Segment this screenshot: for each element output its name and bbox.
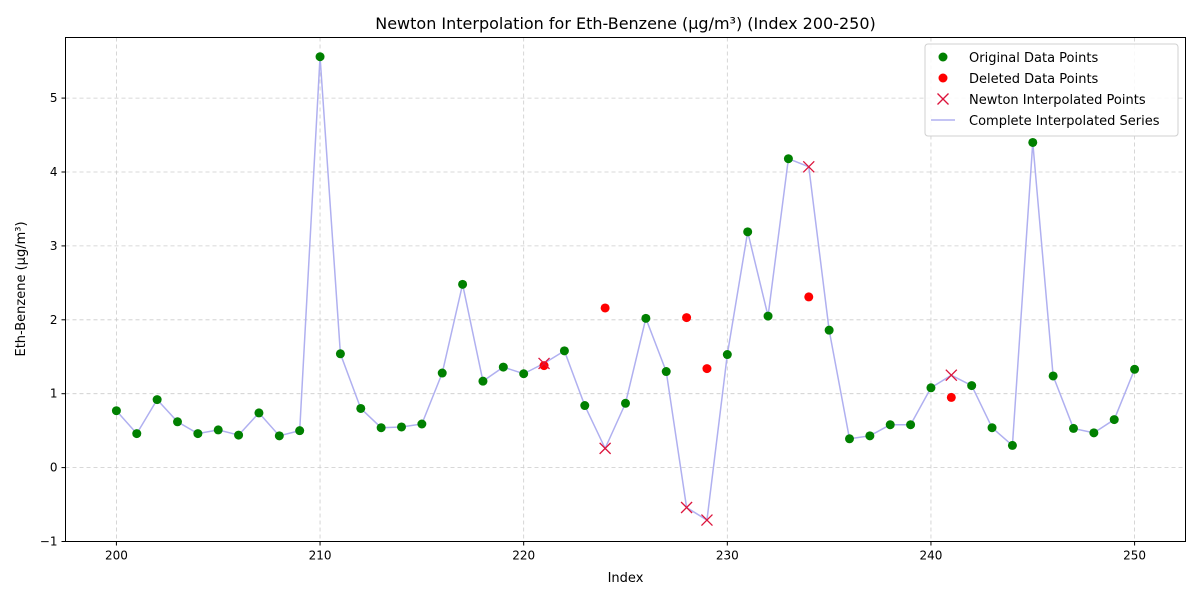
deleted-data-point xyxy=(946,392,956,402)
original-data-point xyxy=(254,408,264,418)
legend-item: Complete Interpolated Series xyxy=(931,114,1160,129)
legend-marker xyxy=(938,52,948,62)
x-axis-title: Index xyxy=(608,571,644,586)
original-data-point xyxy=(824,325,834,335)
original-data-point xyxy=(845,434,854,444)
legend-box xyxy=(924,43,1179,137)
newton-interpolated-point xyxy=(599,442,612,455)
original-data-point xyxy=(111,406,121,416)
original-data-point xyxy=(478,376,488,386)
original-data-point xyxy=(1007,440,1017,450)
original-data-point xyxy=(1089,428,1099,438)
original-data-point xyxy=(132,429,142,439)
original-data-point xyxy=(783,154,793,164)
original-data-point xyxy=(274,431,284,441)
original-data-point xyxy=(1048,371,1058,381)
x-tick-label: 210 xyxy=(309,549,332,563)
original-data-point xyxy=(498,362,508,372)
deleted-data-point xyxy=(682,313,692,323)
original-data-point xyxy=(295,426,305,436)
original-data-point xyxy=(1109,415,1119,425)
data-marks xyxy=(111,52,1140,527)
x-tick-label: 220 xyxy=(512,549,535,563)
original-data-point xyxy=(1130,364,1140,374)
y-axis-ticks: −1 0 1 2 3 4 5 xyxy=(40,91,66,549)
deleted-data-point xyxy=(539,361,549,371)
x-axis-ticks: 200 210 220 230 240 250 xyxy=(105,541,1146,563)
deleted-data-point xyxy=(702,364,712,374)
legend-item: Deleted Data Points xyxy=(938,72,1099,87)
original-data-point xyxy=(641,313,651,323)
original-data-point xyxy=(885,420,895,430)
legend-label: Deleted Data Points xyxy=(969,72,1099,87)
x-tick-label: 230 xyxy=(716,549,739,563)
original-data-point xyxy=(417,419,427,429)
original-data-point xyxy=(865,431,875,441)
newton-interpolated-point xyxy=(680,501,693,514)
original-data-point xyxy=(1069,423,1078,433)
original-data-point xyxy=(987,423,997,433)
y-tick-label: 3 xyxy=(50,239,58,253)
y-tick-label: 1 xyxy=(50,387,58,401)
original-data-point xyxy=(743,227,753,237)
chart-title: Newton Interpolation for Eth-Benzene (μg… xyxy=(375,14,876,33)
original-data-point xyxy=(1028,137,1038,147)
legend-marker xyxy=(937,93,949,105)
original-data-point xyxy=(458,279,468,289)
original-data-point xyxy=(356,403,366,413)
legend-label: Newton Interpolated Points xyxy=(969,93,1146,108)
original-data-point xyxy=(559,346,569,356)
legend-item: Original Data Points xyxy=(938,51,1098,66)
original-data-point xyxy=(661,367,671,377)
original-data-point xyxy=(906,420,916,430)
original-data-point xyxy=(519,369,529,379)
original-data-point xyxy=(763,311,773,321)
legend-item: Newton Interpolated Points xyxy=(937,93,1146,108)
original-data-point xyxy=(437,368,447,378)
original-data-point xyxy=(580,401,590,411)
original-data-point xyxy=(376,423,386,433)
original-data-point xyxy=(335,349,345,359)
legend: Original Data Points Deleted Data Points N… xyxy=(924,43,1179,137)
deleted-data-point xyxy=(600,303,610,313)
original-data-point xyxy=(234,430,244,440)
newton-interpolated-point xyxy=(802,160,815,173)
x-tick-label: 250 xyxy=(1123,549,1146,563)
original-data-point xyxy=(621,398,630,408)
legend-label: Original Data Points xyxy=(969,51,1098,66)
original-data-point xyxy=(193,429,203,439)
x-tick-label: 200 xyxy=(105,549,128,563)
newton-interpolated-point xyxy=(700,514,713,527)
y-tick-label: 0 xyxy=(50,461,58,475)
original-data-point xyxy=(926,383,936,393)
original-data-point xyxy=(315,52,325,62)
original-data-point xyxy=(967,381,977,391)
y-tick-label: 5 xyxy=(50,91,58,105)
original-data-point xyxy=(397,422,406,432)
original-data-point xyxy=(213,425,223,435)
newton-interpolated-point xyxy=(538,357,551,370)
plot-frame xyxy=(65,37,1186,542)
newton-interpolated-point xyxy=(945,369,958,382)
original-data-point xyxy=(152,395,162,405)
y-axis-title: Eth-Benzene (μg/m³) xyxy=(14,221,29,356)
legend-label: Complete Interpolated Series xyxy=(969,114,1160,129)
deleted-data-point xyxy=(804,292,814,302)
legend-marker xyxy=(938,73,948,83)
y-tick-label: 2 xyxy=(50,313,58,327)
y-tick-label: 4 xyxy=(50,165,58,179)
original-data-point xyxy=(722,350,732,360)
x-tick-label: 240 xyxy=(920,549,943,563)
original-data-point xyxy=(173,417,182,427)
y-tick-label: −1 xyxy=(40,535,58,549)
